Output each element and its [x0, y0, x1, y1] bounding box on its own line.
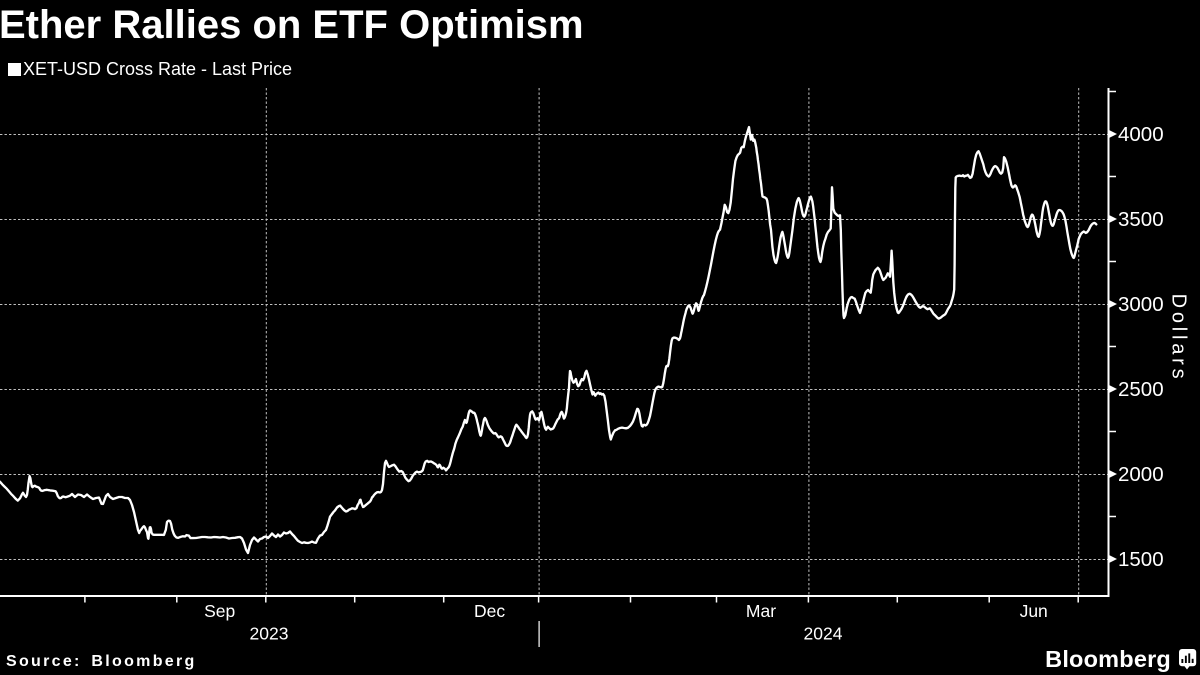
svg-text:Mar: Mar	[746, 601, 776, 621]
svg-text:2024: 2024	[804, 624, 843, 644]
svg-text:4000: 4000	[1118, 123, 1164, 146]
svg-text:Dec: Dec	[474, 601, 505, 621]
svg-text:Dollars: Dollars	[1168, 294, 1190, 383]
svg-text:3500: 3500	[1118, 208, 1164, 231]
svg-text:Jun: Jun	[1020, 601, 1048, 621]
svg-text:3000: 3000	[1118, 293, 1164, 316]
svg-text:2500: 2500	[1118, 378, 1164, 401]
svg-text:1500: 1500	[1118, 548, 1164, 571]
svg-text:2000: 2000	[1118, 463, 1164, 486]
svg-text:Sep: Sep	[204, 601, 235, 621]
svg-text:2023: 2023	[250, 624, 289, 644]
